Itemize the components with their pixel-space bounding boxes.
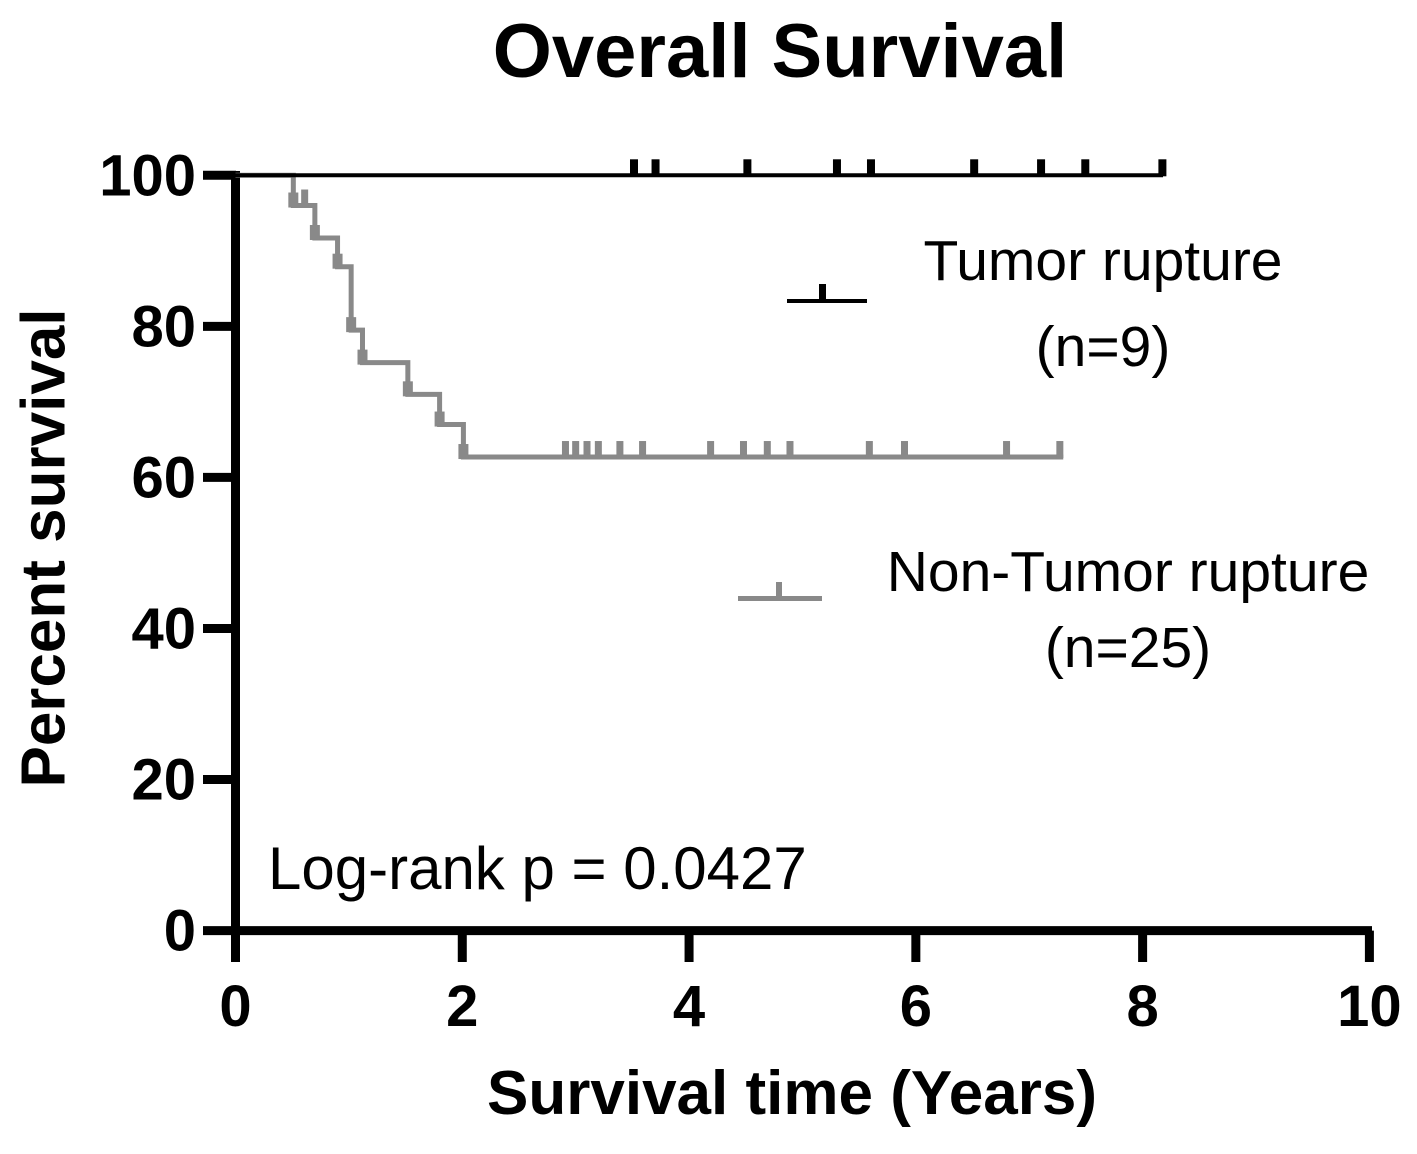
y-tick-label: 80 [131, 294, 196, 359]
x-tick-label: 6 [900, 974, 932, 1039]
x-tick-label: 2 [446, 974, 478, 1039]
y-tick-label: 0 [164, 899, 196, 964]
censor-tick-mark [1056, 441, 1064, 459]
y-tick-label: 100 [99, 143, 196, 208]
legend-label-tumor-rupture-n: (n=9) [1035, 315, 1171, 379]
censor-tick-mark [594, 441, 602, 459]
censor-tick-mark [572, 441, 580, 459]
censor-tick-mark [561, 441, 569, 459]
y-tick-label: 60 [131, 445, 196, 510]
censor-tick-mark [639, 441, 647, 459]
death-step-mark [402, 381, 413, 397]
censor-tick-mark [866, 159, 875, 177]
y-tick-label: 20 [131, 748, 196, 813]
y-axis-title: Percent survival [9, 308, 79, 788]
censor-tick-mark [739, 441, 747, 459]
x-tick-label: 0 [219, 974, 251, 1039]
censor-tick-mark [1158, 159, 1167, 177]
log-rank-p-value: Log-rank p = 0.0427 [268, 835, 807, 902]
legend-line-sample-tumor-rupture [787, 299, 867, 303]
censor-tick-mark [1003, 441, 1011, 459]
legend-label-non-tumor-rupture: Non-Tumor rupture (n=25) [887, 534, 1370, 686]
censor-tick-mark [865, 441, 873, 459]
death-step-mark [357, 349, 368, 365]
censor-tick-mark [1037, 159, 1046, 177]
censor-tick-mark [1081, 159, 1090, 177]
censor-tick-mark [651, 159, 660, 177]
x-tick-label: 10 [1337, 974, 1402, 1039]
legend-label-non-tumor-rupture-n: (n=25) [1044, 616, 1212, 680]
death-step-mark [309, 224, 320, 240]
censor-tick-mark [301, 189, 309, 207]
censor-tick-mark [901, 441, 909, 459]
censor-tick-mark [583, 441, 591, 459]
censor-tick-mark [786, 441, 794, 459]
x-tick-label: 8 [1126, 974, 1158, 1039]
censor-tick-mark [707, 441, 715, 459]
chart-title: Overall Survival [492, 9, 1068, 94]
legend-censor-tick-icon-tumor-rupture [819, 284, 826, 302]
y-tick-label: 40 [131, 596, 196, 661]
death-step-mark [332, 253, 343, 269]
censor-tick-mark [629, 159, 638, 177]
censor-tick-mark [616, 441, 624, 459]
legend-label-tumor-rupture-name: Tumor rupture [923, 229, 1283, 293]
death-step-mark [346, 317, 357, 333]
legend-label-non-tumor-rupture-name: Non-Tumor rupture [886, 540, 1370, 604]
death-step-mark [458, 444, 469, 460]
death-step-mark [434, 411, 445, 427]
censor-tick-mark [763, 441, 771, 459]
censor-tick-mark [743, 159, 752, 177]
death-step-mark [288, 192, 299, 208]
censor-tick-mark [970, 159, 979, 177]
x-axis-title: Survival time (Years) [487, 1059, 1097, 1128]
legend-censor-tick-icon-non-tumor-rupture [776, 582, 782, 599]
x-tick-label: 4 [673, 974, 705, 1039]
censor-tick-mark [832, 159, 841, 177]
legend-label-tumor-rupture: Tumor rupture (n=9) [923, 218, 1282, 390]
